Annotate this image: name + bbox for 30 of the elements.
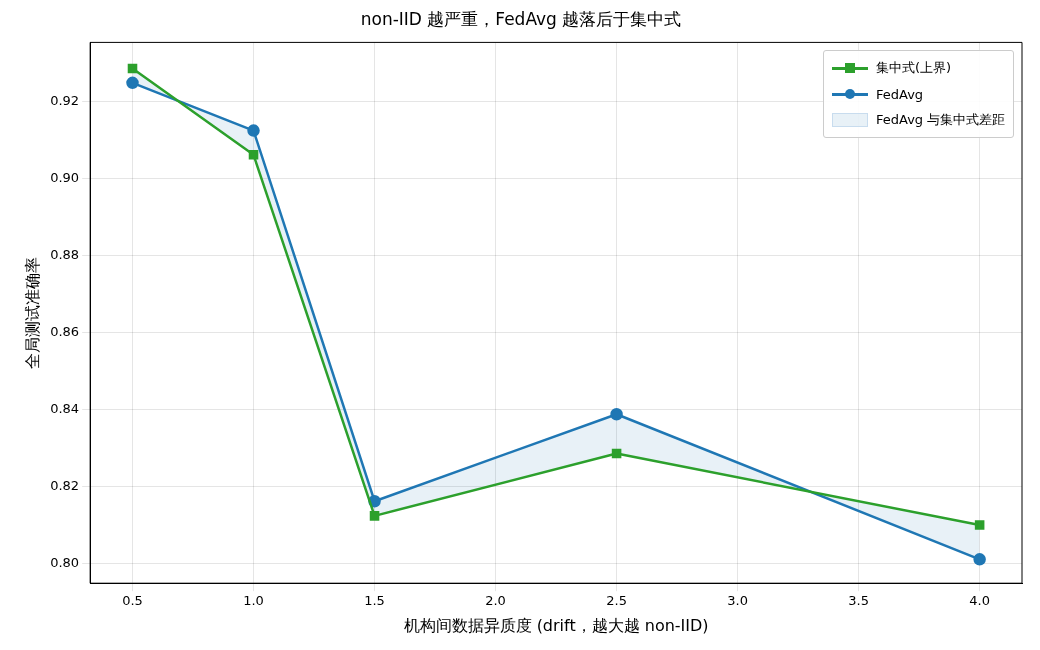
chart-title: non-IID 越严重，FedAvg 越落后于集中式 xyxy=(360,8,682,29)
x-tick-label: 3.0 xyxy=(727,593,748,609)
y-tick-label: 0.84 xyxy=(50,400,80,416)
point xyxy=(973,553,986,566)
point xyxy=(369,511,380,521)
x-tick-label: 4.0 xyxy=(969,593,990,609)
x-tick-label: 0.5 xyxy=(122,593,143,609)
point xyxy=(974,520,985,530)
point xyxy=(247,124,260,137)
point xyxy=(610,407,623,421)
x-axis-title: 机构间数据异质度 (drift，越大越 non-IID) xyxy=(403,615,709,635)
x-tick-label: 3.5 xyxy=(848,593,869,609)
x-tick-label: 2.0 xyxy=(485,593,506,609)
y-tick-label: 0.86 xyxy=(50,324,80,339)
point xyxy=(127,63,138,74)
annotation: FedAvg 与集中式差距 xyxy=(876,111,1006,130)
legend-label: FedAvg xyxy=(876,86,924,102)
y-tick-label: 0.88 xyxy=(50,247,80,263)
y-axis-title: 全局测试准确率 xyxy=(22,256,42,369)
point xyxy=(126,76,139,90)
y-tick-label: 0.90 xyxy=(50,170,80,186)
legend-label: 集中式(上界) xyxy=(876,59,952,78)
x-tick-label: 1.5 xyxy=(364,593,385,609)
y-tick-label: 0.82 xyxy=(50,477,80,493)
x-tick-label: 1.0 xyxy=(243,593,264,609)
point xyxy=(611,448,622,459)
y-tick-label: 0.80 xyxy=(50,554,80,570)
point xyxy=(248,150,259,160)
y-tick-label: 0.92 xyxy=(50,93,80,109)
x-tick-label: 2.5 xyxy=(606,593,627,609)
